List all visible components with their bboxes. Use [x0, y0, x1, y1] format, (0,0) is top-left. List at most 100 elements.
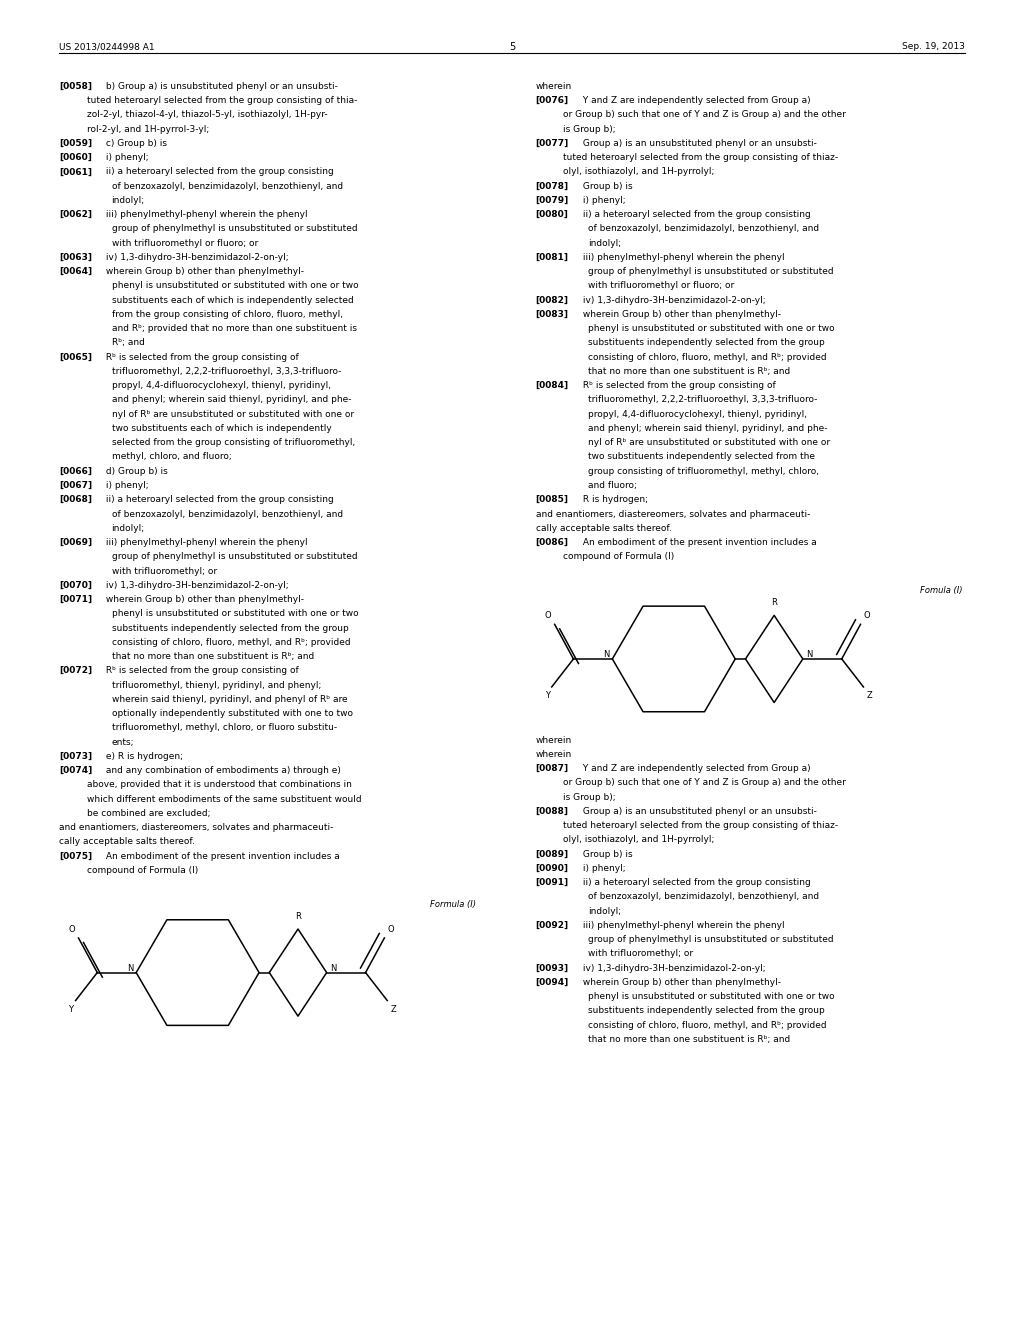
Text: is Group b);: is Group b); — [563, 792, 615, 801]
Text: US 2013/0244998 A1: US 2013/0244998 A1 — [59, 42, 155, 51]
Text: ii) a heteroaryl selected from the group consisting: ii) a heteroaryl selected from the group… — [580, 878, 810, 887]
Text: group consisting of trifluoromethyl, methyl, chloro,: group consisting of trifluoromethyl, met… — [588, 467, 819, 475]
Text: phenyl is unsubstituted or substituted with one or two: phenyl is unsubstituted or substituted w… — [588, 993, 835, 1001]
Text: that no more than one substituent is Rᵇ; and: that no more than one substituent is Rᵇ;… — [112, 652, 314, 661]
Text: [0063]: [0063] — [59, 253, 92, 261]
Text: [0064]: [0064] — [59, 267, 92, 276]
Text: compound of Formula (I): compound of Formula (I) — [563, 552, 675, 561]
Text: and phenyl; wherein said thienyl, pyridinyl, and phe-: and phenyl; wherein said thienyl, pyridi… — [112, 396, 351, 404]
Text: substituents independently selected from the group: substituents independently selected from… — [112, 623, 348, 632]
Text: O: O — [863, 611, 870, 620]
Text: [0087]: [0087] — [536, 764, 568, 774]
Text: [0079]: [0079] — [536, 195, 568, 205]
Text: O: O — [387, 925, 394, 935]
Text: Rᵇ is selected from the group consisting of: Rᵇ is selected from the group consisting… — [580, 381, 775, 391]
Text: indolyl;: indolyl; — [588, 239, 621, 248]
Text: of benzoxazolyl, benzimidazolyl, benzothienyl, and: of benzoxazolyl, benzimidazolyl, benzoth… — [112, 510, 343, 519]
Text: iii) phenylmethyl-phenyl wherein the phenyl: iii) phenylmethyl-phenyl wherein the phe… — [580, 921, 784, 929]
Text: propyl, 4,4-difluorocyclohexyl, thienyl, pyridinyl,: propyl, 4,4-difluorocyclohexyl, thienyl,… — [112, 381, 331, 391]
Text: An embodiment of the present invention includes a: An embodiment of the present invention i… — [103, 851, 340, 861]
Text: O: O — [545, 611, 552, 620]
Text: d) Group b) is: d) Group b) is — [103, 467, 168, 475]
Text: above, provided that it is understood that combinations in: above, provided that it is understood th… — [87, 780, 352, 789]
Text: optionally independently substituted with one to two: optionally independently substituted wit… — [112, 709, 352, 718]
Text: phenyl is unsubstituted or substituted with one or two: phenyl is unsubstituted or substituted w… — [112, 281, 358, 290]
Text: two substituents each of which is independently: two substituents each of which is indepe… — [112, 424, 332, 433]
Text: group of phenylmethyl is unsubstituted or substituted: group of phenylmethyl is unsubstituted o… — [588, 267, 834, 276]
Text: nyl of Rᵇ are unsubstituted or substituted with one or: nyl of Rᵇ are unsubstituted or substitut… — [112, 409, 353, 418]
Text: selected from the group consisting of trifluoromethyl,: selected from the group consisting of tr… — [112, 438, 355, 447]
Text: Z: Z — [866, 690, 872, 700]
Text: wherein: wherein — [536, 82, 571, 91]
Text: wherein: wherein — [536, 735, 571, 744]
Text: Fomula (I): Fomula (I) — [920, 586, 963, 595]
Text: phenyl is unsubstituted or substituted with one or two: phenyl is unsubstituted or substituted w… — [112, 610, 358, 618]
Text: iii) phenylmethyl-phenyl wherein the phenyl: iii) phenylmethyl-phenyl wherein the phe… — [103, 210, 308, 219]
Text: N: N — [330, 964, 336, 973]
Text: e) R is hydrogen;: e) R is hydrogen; — [103, 752, 183, 760]
Text: trifluoromethyl, 2,2,2-trifluoroethyl, 3,3,3-trifluoro-: trifluoromethyl, 2,2,2-trifluoroethyl, 3… — [588, 396, 817, 404]
Text: wherein Group b) other than phenylmethyl-: wherein Group b) other than phenylmethyl… — [103, 267, 304, 276]
Text: O: O — [69, 925, 76, 935]
Text: [0072]: [0072] — [59, 667, 92, 676]
Text: group of phenylmethyl is unsubstituted or substituted: group of phenylmethyl is unsubstituted o… — [112, 552, 357, 561]
Text: wherein Group b) other than phenylmethyl-: wherein Group b) other than phenylmethyl… — [103, 595, 304, 605]
Text: An embodiment of the present invention includes a: An embodiment of the present invention i… — [580, 539, 816, 546]
Text: Z: Z — [390, 1005, 396, 1014]
Text: trifluoromethyl, 2,2,2-trifluoroethyl, 3,3,3-trifluoro-: trifluoromethyl, 2,2,2-trifluoroethyl, 3… — [112, 367, 341, 376]
Text: [0071]: [0071] — [59, 595, 92, 605]
Text: that no more than one substituent is Rᵇ; and: that no more than one substituent is Rᵇ;… — [588, 1035, 791, 1044]
Text: with trifluoromethyl or fluoro; or: with trifluoromethyl or fluoro; or — [588, 281, 734, 290]
Text: [0090]: [0090] — [536, 863, 568, 873]
Text: 5: 5 — [509, 42, 515, 53]
Text: substituents independently selected from the group: substituents independently selected from… — [588, 1006, 824, 1015]
Text: [0059]: [0059] — [59, 139, 92, 148]
Text: and fluoro;: and fluoro; — [588, 480, 637, 490]
Text: group of phenylmethyl is unsubstituted or substituted: group of phenylmethyl is unsubstituted o… — [112, 224, 357, 234]
Text: Y and Z are independently selected from Group a): Y and Z are independently selected from … — [580, 96, 810, 106]
Text: [0085]: [0085] — [536, 495, 568, 504]
Text: from the group consisting of chloro, fluoro, methyl,: from the group consisting of chloro, flu… — [112, 310, 343, 319]
Text: b) Group a) is unsubstituted phenyl or an unsubsti-: b) Group a) is unsubstituted phenyl or a… — [103, 82, 338, 91]
Text: [0061]: [0061] — [59, 168, 92, 177]
Text: [0089]: [0089] — [536, 850, 568, 858]
Text: tuted heteroaryl selected from the group consisting of thiaz-: tuted heteroaryl selected from the group… — [563, 821, 839, 830]
Text: [0083]: [0083] — [536, 310, 568, 319]
Text: [0074]: [0074] — [59, 766, 92, 775]
Text: tuted heteroaryl selected from the group consisting of thiaz-: tuted heteroaryl selected from the group… — [563, 153, 839, 162]
Text: [0092]: [0092] — [536, 921, 568, 929]
Text: [0070]: [0070] — [59, 581, 92, 590]
Text: ii) a heteroaryl selected from the group consisting: ii) a heteroaryl selected from the group… — [103, 168, 334, 177]
Text: R: R — [295, 912, 301, 921]
Text: indolyl;: indolyl; — [588, 907, 621, 916]
Text: Y: Y — [545, 690, 550, 700]
Text: cally acceptable salts thereof.: cally acceptable salts thereof. — [536, 524, 672, 533]
Text: i) phenyl;: i) phenyl; — [580, 863, 626, 873]
Text: [0062]: [0062] — [59, 210, 92, 219]
Text: N: N — [127, 964, 133, 973]
Text: iii) phenylmethyl-phenyl wherein the phenyl: iii) phenylmethyl-phenyl wherein the phe… — [103, 539, 308, 546]
Text: olyl, isothiazolyl, and 1H-pyrrolyl;: olyl, isothiazolyl, and 1H-pyrrolyl; — [563, 836, 715, 845]
Text: consisting of chloro, fluoro, methyl, and Rᵇ; provided: consisting of chloro, fluoro, methyl, an… — [588, 352, 826, 362]
Text: Y: Y — [69, 1005, 74, 1014]
Text: [0066]: [0066] — [59, 467, 92, 475]
Text: Formula (I): Formula (I) — [430, 900, 476, 909]
Text: Rᵇ is selected from the group consisting of: Rᵇ is selected from the group consisting… — [103, 352, 299, 362]
Text: methyl, chloro, and fluoro;: methyl, chloro, and fluoro; — [112, 453, 231, 462]
Text: ii) a heteroaryl selected from the group consisting: ii) a heteroaryl selected from the group… — [580, 210, 810, 219]
Text: [0076]: [0076] — [536, 96, 568, 106]
Text: and enantiomers, diastereomers, solvates and pharmaceuti-: and enantiomers, diastereomers, solvates… — [536, 510, 810, 519]
Text: c) Group b) is: c) Group b) is — [103, 139, 168, 148]
Text: two substituents independently selected from the: two substituents independently selected … — [588, 453, 815, 462]
Text: or Group b) such that one of Y and Z is Group a) and the other: or Group b) such that one of Y and Z is … — [563, 779, 846, 787]
Text: N: N — [806, 651, 812, 660]
Text: [0078]: [0078] — [536, 182, 568, 190]
Text: indolyl;: indolyl; — [112, 524, 144, 533]
Text: [0077]: [0077] — [536, 139, 568, 148]
Text: [0068]: [0068] — [59, 495, 92, 504]
Text: wherein Group b) other than phenylmethyl-: wherein Group b) other than phenylmethyl… — [580, 978, 780, 987]
Text: of benzoxazolyl, benzimidazolyl, benzothienyl, and: of benzoxazolyl, benzimidazolyl, benzoth… — [588, 224, 819, 234]
Text: of benzoxazolyl, benzimidazolyl, benzothienyl, and: of benzoxazolyl, benzimidazolyl, benzoth… — [588, 892, 819, 902]
Text: [0080]: [0080] — [536, 210, 568, 219]
Text: iv) 1,3-dihydro-3H-benzimidazol-2-on-yl;: iv) 1,3-dihydro-3H-benzimidazol-2-on-yl; — [580, 296, 765, 305]
